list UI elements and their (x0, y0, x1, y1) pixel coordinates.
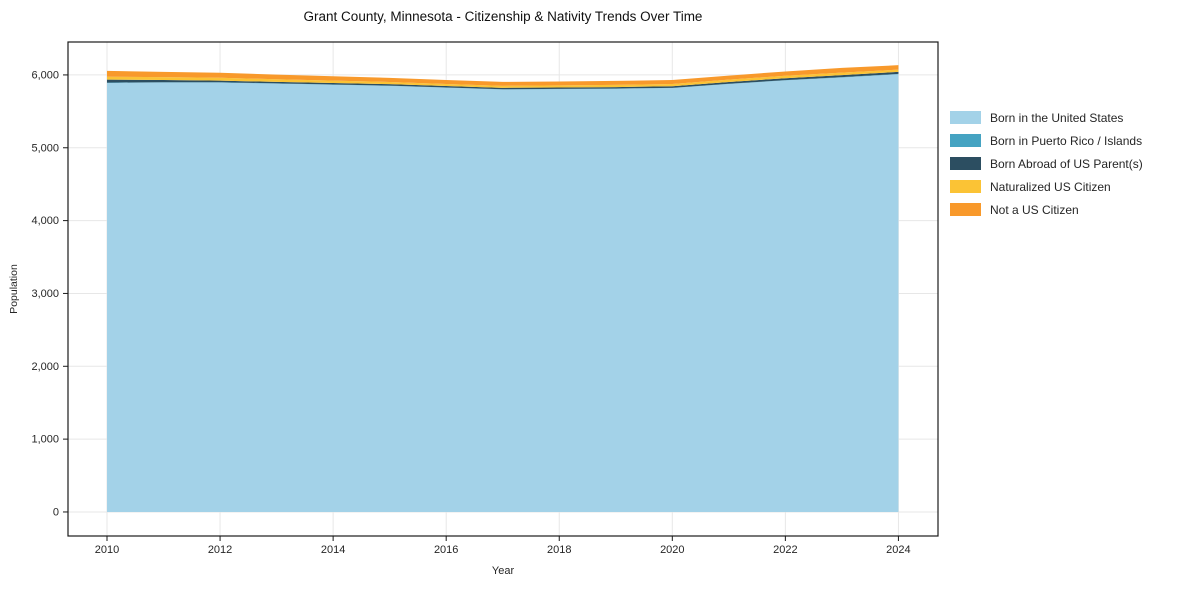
x-tick-label: 2010 (95, 544, 119, 556)
legend-swatch-not_citizen (950, 203, 981, 216)
legend-label: Not a US Citizen (990, 202, 1079, 217)
x-tick-label: 2020 (660, 544, 684, 556)
y-tick-label: 6,000 (31, 69, 59, 81)
legend-label: Born Abroad of US Parent(s) (990, 156, 1143, 171)
x-tick-label: 2014 (321, 544, 345, 556)
x-tick-label: 2022 (773, 544, 797, 556)
y-tick-labels: 0 1,000 2,000 3,000 4,000 5,000 6,000 (31, 69, 59, 518)
x-ticks (106, 536, 899, 541)
legend-label: Born in Puerto Rico / Islands (990, 133, 1143, 148)
legend-swatch-born_abroad (950, 157, 981, 170)
area-naturalized (107, 69, 899, 88)
x-axis-label: Year (491, 565, 515, 577)
legend-item-born_pr: Born in Puerto Rico / Islands (950, 129, 1143, 152)
y-ticks (63, 74, 68, 513)
y-tick-label: 3,000 (31, 288, 59, 300)
y-tick-label: 5,000 (31, 142, 59, 154)
plot-frame (67, 41, 939, 537)
y-tick-label: 0 (53, 506, 59, 518)
legend-item-born_us: Born in the United States (950, 106, 1143, 129)
y-tick-label: 2,000 (31, 361, 59, 373)
legend-item-naturalized: Naturalized US Citizen (950, 175, 1143, 198)
legend-swatch-born_us (950, 111, 981, 124)
area-not_citizen (107, 65, 899, 86)
legend: Born in the United States Born in Puerto … (950, 106, 1143, 221)
y-tick-label: 1,000 (31, 434, 59, 446)
legend-item-not_citizen: Not a US Citizen (950, 198, 1143, 221)
x-tick-label: 2018 (547, 544, 571, 556)
x-tick-label: 2024 (886, 544, 910, 556)
x-tick-label: 2012 (208, 544, 232, 556)
y-axis-label: Population (8, 264, 20, 314)
chart-title: Grant County, Minnesota - Citizenship & … (303, 9, 703, 24)
legend-label: Naturalized US Citizen (990, 179, 1111, 194)
area-born_abroad (107, 71, 899, 90)
legend-item-born_abroad: Born Abroad of US Parent(s) (950, 152, 1143, 175)
x-tick-label: 2016 (434, 544, 458, 556)
legend-swatch-born_pr (950, 134, 981, 147)
area-born_us (107, 74, 899, 512)
y-tick-label: 4,000 (31, 215, 59, 227)
legend-swatch-naturalized (950, 180, 981, 193)
legend-label: Born in the United States (990, 110, 1124, 125)
x-tick-labels: 2010 2012 2014 2016 2018 2020 2022 2024 (95, 544, 911, 556)
